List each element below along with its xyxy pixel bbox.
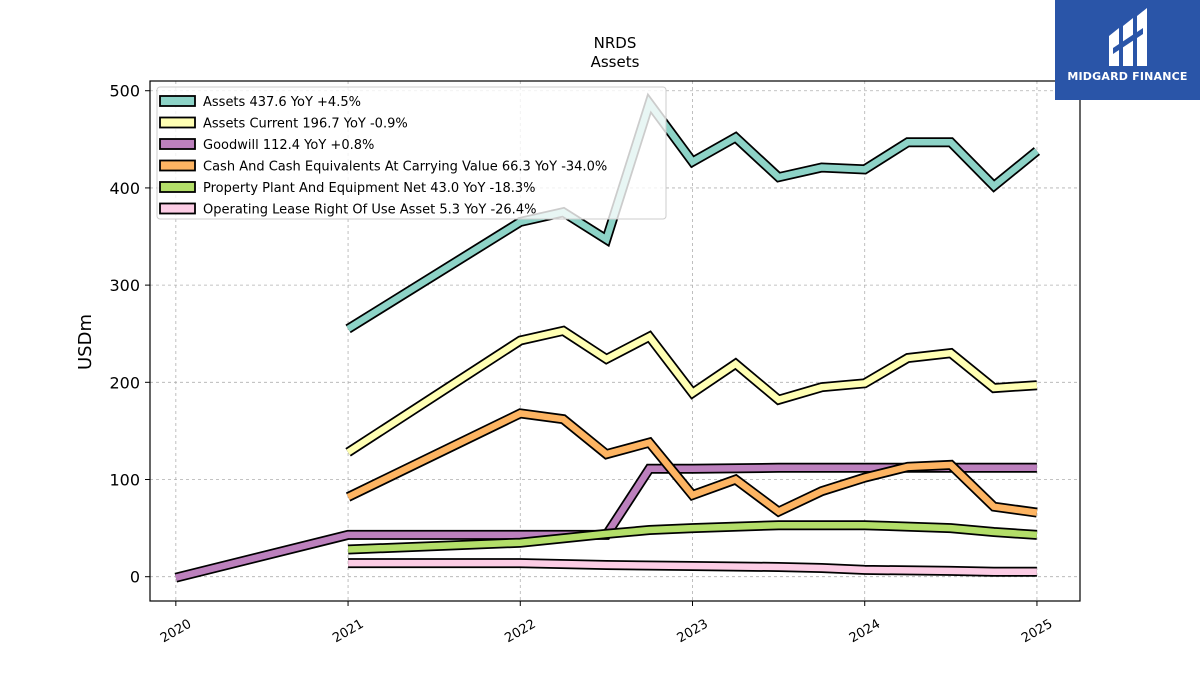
brand-name: MIDGARD FINANCE: [1067, 70, 1188, 83]
legend-swatch-4: [159, 181, 196, 193]
y-tick-label: 400: [109, 179, 140, 198]
y-tick-label: 100: [109, 471, 140, 490]
x-tick-label: 2023: [675, 617, 711, 647]
y-tick-label: 300: [109, 276, 140, 295]
legend-label-0: Assets 437.6 YoY +4.5%: [203, 95, 361, 110]
x-tick-label: 2025: [1019, 617, 1055, 647]
legend-swatch-5: [159, 202, 196, 215]
series-line-4: [347, 521, 1038, 553]
legend-swatch-1: [159, 116, 196, 129]
midgard-logo-icon: [1109, 8, 1147, 66]
legend-swatch-3: [159, 159, 196, 172]
y-tick-label: 200: [109, 373, 140, 392]
series-line-3: [346, 410, 1038, 516]
legend-swatch-0: [159, 95, 196, 107]
y-tick-label: 500: [109, 82, 140, 101]
x-tick-label: 2024: [847, 617, 883, 647]
x-tick-label: 2020: [158, 617, 194, 647]
legend-label-3: Cash And Cash Equivalents At Carrying Va…: [203, 160, 607, 175]
legend-label-1: Assets Current 196.7 YoY -0.9%: [203, 117, 408, 132]
legend-label-5: Operating Lease Right Of Use Asset 5.3 Y…: [203, 203, 536, 218]
legend: Assets 437.6 YoY +4.5% Assets Current 196…: [156, 86, 667, 220]
series-line-1: [346, 327, 1038, 456]
x-tick-label: 2021: [330, 617, 366, 647]
y-tick-label: 0: [130, 568, 140, 587]
legend-swatch-2: [159, 138, 196, 150]
chart-title: NRDS: [594, 34, 637, 52]
plot-frame: [149, 80, 1081, 602]
legend-label-4: Property Plant And Equipment Net 43.0 Yo…: [203, 181, 536, 196]
series-line-5: [348, 559, 1037, 576]
y-axis-label: USDm: [75, 314, 96, 370]
brand-logo: MIDGARD FINANCE: [1055, 0, 1200, 100]
chart-subtitle: Assets: [591, 53, 640, 71]
x-tick-label: 2022: [502, 617, 538, 647]
legend-label-2: Goodwill 112.4 YoY +0.8%: [203, 138, 374, 153]
legend-box: [156, 86, 667, 220]
